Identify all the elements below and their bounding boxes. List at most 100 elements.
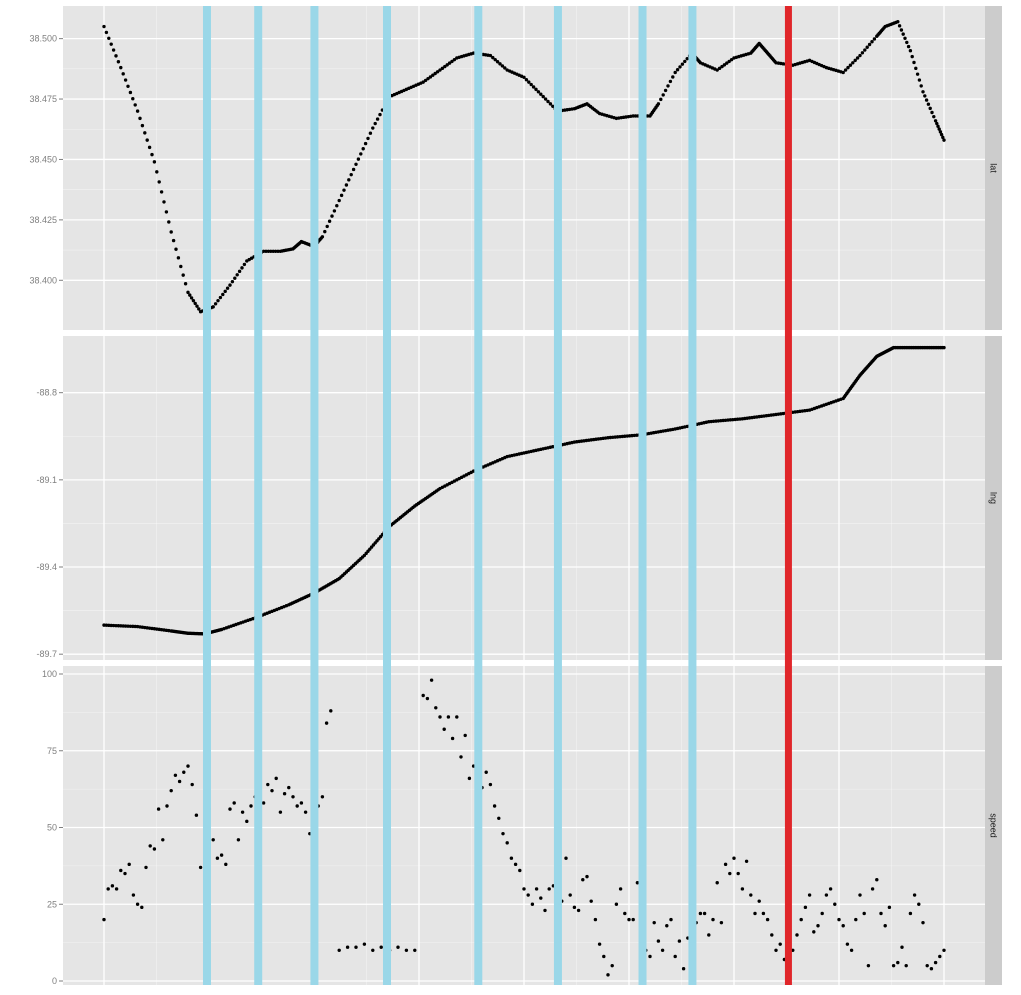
data-point <box>335 204 339 208</box>
data-point <box>114 887 119 891</box>
data-point <box>429 678 434 682</box>
data-point <box>126 84 130 88</box>
data-point <box>452 57 457 62</box>
data-point <box>870 887 875 891</box>
data-point <box>345 945 350 949</box>
data-point <box>371 126 375 130</box>
data-point <box>908 49 913 53</box>
data-point <box>543 908 547 913</box>
data-point <box>179 264 183 269</box>
data-point <box>111 623 116 628</box>
data-point <box>152 160 157 164</box>
data-point <box>845 942 850 946</box>
data-point <box>274 776 278 781</box>
data-point <box>673 70 677 75</box>
data-point <box>722 63 727 67</box>
data-point <box>266 782 270 787</box>
tick-label: -89.4 <box>36 562 57 572</box>
data-point <box>131 893 136 897</box>
data-point <box>167 220 171 224</box>
data-point <box>812 930 816 934</box>
data-point <box>753 911 757 916</box>
data-point <box>264 249 268 253</box>
data-point <box>174 247 178 251</box>
data-point <box>665 924 669 928</box>
data-point <box>354 162 358 166</box>
data-point <box>648 954 652 959</box>
data-point <box>534 87 538 92</box>
data-point <box>150 152 154 157</box>
data-point <box>935 121 939 126</box>
data-point <box>135 109 140 113</box>
data-point <box>891 963 896 968</box>
data-point <box>161 838 165 842</box>
data-point <box>547 887 551 891</box>
data-point <box>434 706 438 710</box>
data-point <box>249 804 253 808</box>
data-point <box>351 167 356 172</box>
data-point <box>661 93 665 97</box>
data-point <box>104 623 109 627</box>
data-point <box>138 116 142 121</box>
data-point <box>681 967 686 971</box>
data-point <box>191 298 196 303</box>
data-point <box>356 157 361 161</box>
data-point <box>194 813 199 817</box>
data-point <box>177 779 182 784</box>
data-point <box>848 63 853 67</box>
data-point <box>942 345 946 350</box>
data-point <box>680 62 685 66</box>
data-point <box>497 816 501 820</box>
data-point <box>245 819 249 824</box>
data-point <box>841 924 845 928</box>
data-point <box>131 624 135 629</box>
data-point <box>727 59 731 64</box>
data-point <box>102 623 106 627</box>
data-point <box>627 917 631 922</box>
data-point <box>463 733 467 738</box>
event-line-blue <box>382 6 391 985</box>
data-point <box>337 948 341 952</box>
data-point <box>421 693 425 698</box>
data-point <box>197 307 201 311</box>
data-point <box>396 945 400 949</box>
data-point <box>126 624 130 628</box>
data-point <box>715 68 719 72</box>
data-point <box>527 80 531 84</box>
data-point <box>147 145 152 150</box>
data-point <box>843 68 848 72</box>
data-point <box>572 905 577 910</box>
data-point <box>770 933 774 937</box>
data-point <box>589 899 593 903</box>
data-point <box>359 152 363 156</box>
data-point <box>133 624 137 629</box>
data-point <box>230 279 235 284</box>
data-point <box>905 40 909 45</box>
data-point <box>633 114 638 118</box>
data-point <box>530 902 535 906</box>
data-point <box>237 269 242 274</box>
data-point <box>938 954 942 959</box>
data-point <box>668 79 673 84</box>
data-point <box>375 117 380 121</box>
data-point <box>219 853 224 857</box>
data-point <box>484 770 488 774</box>
data-point <box>673 954 677 959</box>
data-point <box>513 862 518 867</box>
data-point <box>128 624 133 628</box>
data-point <box>107 36 111 40</box>
data-point <box>941 135 945 140</box>
data-point <box>228 807 232 811</box>
facet-panel-lng <box>59 336 1002 660</box>
data-point <box>440 66 445 71</box>
data-point <box>450 59 454 64</box>
data-point <box>849 948 854 952</box>
data-point <box>423 78 428 83</box>
data-point <box>867 42 872 47</box>
tick-label: 75 <box>47 746 57 756</box>
data-point <box>467 776 472 781</box>
data-point <box>933 960 938 965</box>
data-point <box>917 78 922 82</box>
data-point <box>114 623 118 628</box>
